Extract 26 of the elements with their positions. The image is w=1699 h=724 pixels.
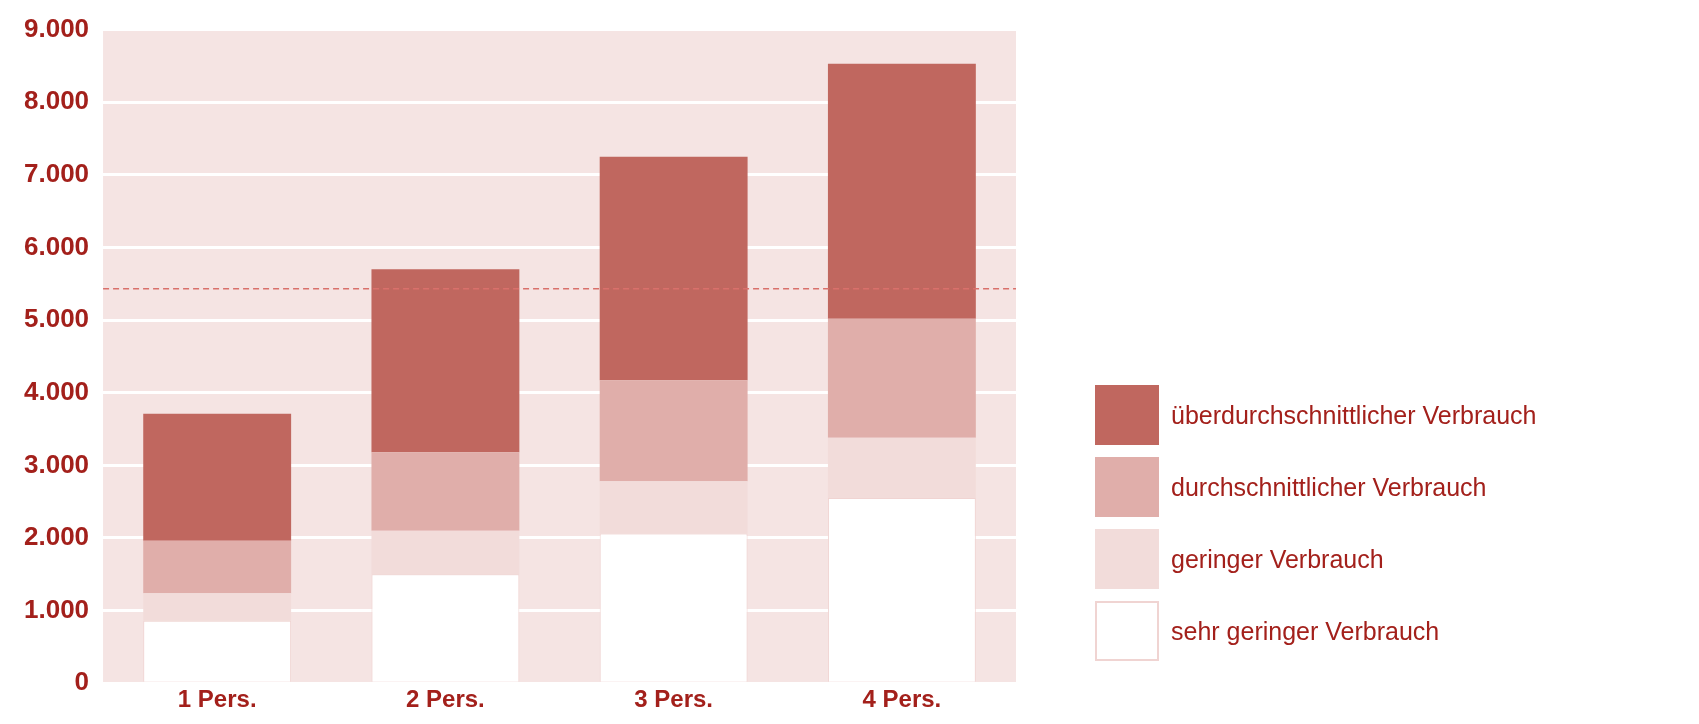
legend-label: sehr geringer Verbrauch bbox=[1171, 616, 1440, 646]
y-tick-label: 4.000 bbox=[23, 375, 90, 406]
bar bbox=[599, 380, 748, 482]
y-tick-label: 5.000 bbox=[23, 303, 90, 334]
bar bbox=[143, 540, 292, 594]
bar bbox=[371, 452, 520, 531]
x-tick-label: 3 Pers. bbox=[634, 685, 714, 713]
legend-label: durchschnittlicher Verbrauch bbox=[1171, 472, 1487, 502]
y-tick-label: 6.000 bbox=[23, 230, 90, 261]
bar bbox=[143, 413, 292, 541]
y-tick-label: 2.000 bbox=[23, 521, 90, 552]
y-tick-label: 3.000 bbox=[23, 448, 90, 479]
x-tick-label: 2 Pers. bbox=[406, 685, 485, 713]
x-tick-label: 1 Pers. bbox=[177, 685, 257, 713]
y-tick-label: 7.000 bbox=[23, 158, 90, 189]
legend-label: überdurchschnittlicher Verbrauch bbox=[1171, 400, 1537, 430]
y-tick-label: 8.000 bbox=[23, 85, 90, 116]
y-tick-label: 1.000 bbox=[23, 593, 90, 624]
bar bbox=[827, 318, 976, 438]
y-tick-label: 9.000 bbox=[23, 12, 90, 43]
bar bbox=[599, 156, 748, 381]
x-tick-label: 4 Pers. bbox=[862, 685, 942, 713]
legend-label: geringer Verbrauch bbox=[1171, 544, 1384, 574]
bar bbox=[827, 63, 976, 319]
y-tick-label: 0 bbox=[74, 666, 90, 697]
bar bbox=[371, 269, 520, 453]
